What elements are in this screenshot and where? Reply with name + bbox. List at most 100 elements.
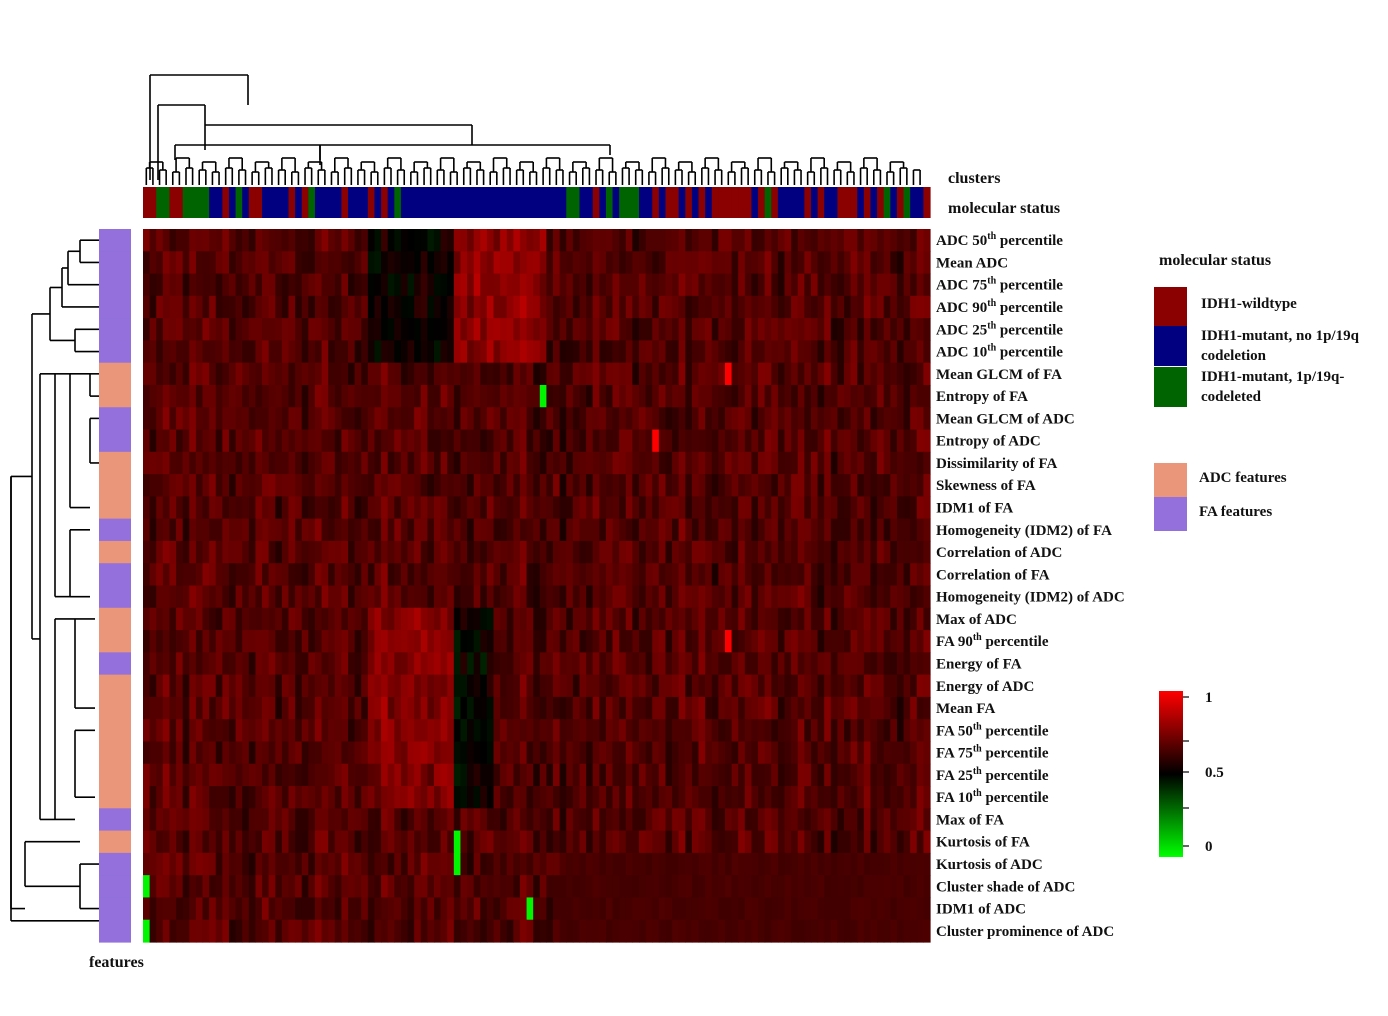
heatmap-cell xyxy=(248,630,257,653)
heatmap-cell xyxy=(473,808,481,832)
heatmap-cell xyxy=(612,696,620,720)
heatmap-cell xyxy=(394,407,402,431)
heatmap-cell xyxy=(764,295,772,319)
feature-group-cell xyxy=(99,563,131,587)
heatmap-cell xyxy=(639,273,647,297)
heatmap-cell xyxy=(724,384,733,408)
heatmap-cell xyxy=(539,362,548,386)
heatmap-cell xyxy=(248,741,257,765)
heatmap-cell xyxy=(143,919,151,943)
heatmap-cell xyxy=(592,429,600,453)
heatmap-cell xyxy=(678,875,686,899)
heatmap-cell xyxy=(374,741,382,765)
heatmap-cell xyxy=(539,852,548,876)
heatmap-cell xyxy=(910,786,918,809)
heatmap-cell xyxy=(467,786,475,809)
heatmap-cell xyxy=(612,340,620,364)
heatmap-cell xyxy=(275,919,283,943)
heatmap-cell xyxy=(407,786,415,809)
heatmap-cell xyxy=(652,875,660,899)
heatmap-cell xyxy=(665,719,673,743)
heatmap-cell xyxy=(308,652,316,676)
heatmap-cell xyxy=(460,273,468,297)
heatmap-cell xyxy=(275,474,283,497)
heatmap-cell xyxy=(526,340,534,364)
heatmap-cell xyxy=(169,607,177,631)
heatmap-cell xyxy=(724,897,733,921)
heatmap-cell xyxy=(248,407,257,431)
heatmap-cell xyxy=(433,696,442,720)
heatmap-cell xyxy=(387,518,395,542)
heatmap-cell xyxy=(718,229,726,252)
heatmap-cell xyxy=(182,786,190,809)
heatmap-cell xyxy=(738,652,746,676)
heatmap-cell xyxy=(348,830,356,854)
heatmap-cell xyxy=(844,563,852,587)
heatmap-cell xyxy=(506,251,514,275)
heatmap-cell xyxy=(321,607,329,631)
heatmap-cell xyxy=(143,496,151,520)
heatmap-cell xyxy=(645,563,653,587)
heatmap-cell xyxy=(533,563,541,587)
heatmap-cell xyxy=(652,273,660,297)
heatmap-cell xyxy=(612,563,620,587)
heatmap-cell xyxy=(559,229,567,252)
status-cell xyxy=(771,187,779,218)
heatmap-cell xyxy=(923,229,931,252)
heatmap-cell xyxy=(328,696,336,720)
heatmap-cell xyxy=(658,763,667,787)
heatmap-cell xyxy=(777,563,786,587)
heatmap-cell xyxy=(361,630,369,653)
heatmap-cell xyxy=(566,808,574,832)
heatmap-cell xyxy=(314,875,323,899)
heatmap-cell xyxy=(480,630,488,653)
heatmap-cell xyxy=(797,496,805,520)
heatmap-cell xyxy=(844,808,852,832)
heatmap-cell xyxy=(758,852,766,876)
heatmap-cell xyxy=(883,741,891,765)
heatmap-cell xyxy=(784,295,792,319)
heatmap-cell xyxy=(784,919,792,943)
feature-group-cell xyxy=(99,674,131,698)
heatmap-cell xyxy=(685,696,693,720)
heatmap-cell xyxy=(533,585,541,609)
heatmap-cell xyxy=(176,897,184,921)
heatmap-cell xyxy=(519,474,528,497)
heatmap-cell xyxy=(467,273,475,297)
heatmap-cell xyxy=(526,273,534,297)
heatmap-cell xyxy=(420,251,428,275)
heatmap-cell xyxy=(493,518,501,542)
heatmap-cell xyxy=(685,229,693,252)
heatmap-cell xyxy=(407,362,415,386)
heatmap-cell xyxy=(533,451,541,475)
heatmap-cell xyxy=(519,808,528,832)
heatmap-cell xyxy=(295,384,303,408)
heatmap-cell xyxy=(711,384,719,408)
heatmap-cell xyxy=(572,540,581,564)
heatmap-cell xyxy=(526,875,534,899)
heatmap-cell xyxy=(169,518,177,542)
heatmap-cell xyxy=(863,585,872,609)
heatmap-cell xyxy=(242,362,250,386)
heatmap-cell xyxy=(546,897,554,921)
heatmap-cell xyxy=(381,474,389,497)
heatmap-cell xyxy=(850,719,858,743)
legend-swatch xyxy=(1154,287,1187,327)
heatmap-cell xyxy=(301,674,309,698)
heatmap-cell xyxy=(877,852,885,876)
color-scale-legend: 10.50 xyxy=(1159,690,1224,857)
heatmap-cell xyxy=(440,518,448,542)
heatmap-cell xyxy=(473,830,481,854)
heatmap-cell xyxy=(758,786,766,809)
heatmap-cell xyxy=(189,229,197,252)
heatmap-cell xyxy=(394,919,402,943)
heatmap-cell xyxy=(665,273,673,297)
heatmap-cell xyxy=(268,496,276,520)
heatmap-cell xyxy=(427,474,435,497)
heatmap-cell xyxy=(890,407,898,431)
heatmap-cell xyxy=(632,741,640,765)
heatmap-cell xyxy=(751,696,759,720)
heatmap-cell xyxy=(189,585,197,609)
heatmap-cell xyxy=(433,340,442,364)
heatmap-cell xyxy=(394,384,402,408)
